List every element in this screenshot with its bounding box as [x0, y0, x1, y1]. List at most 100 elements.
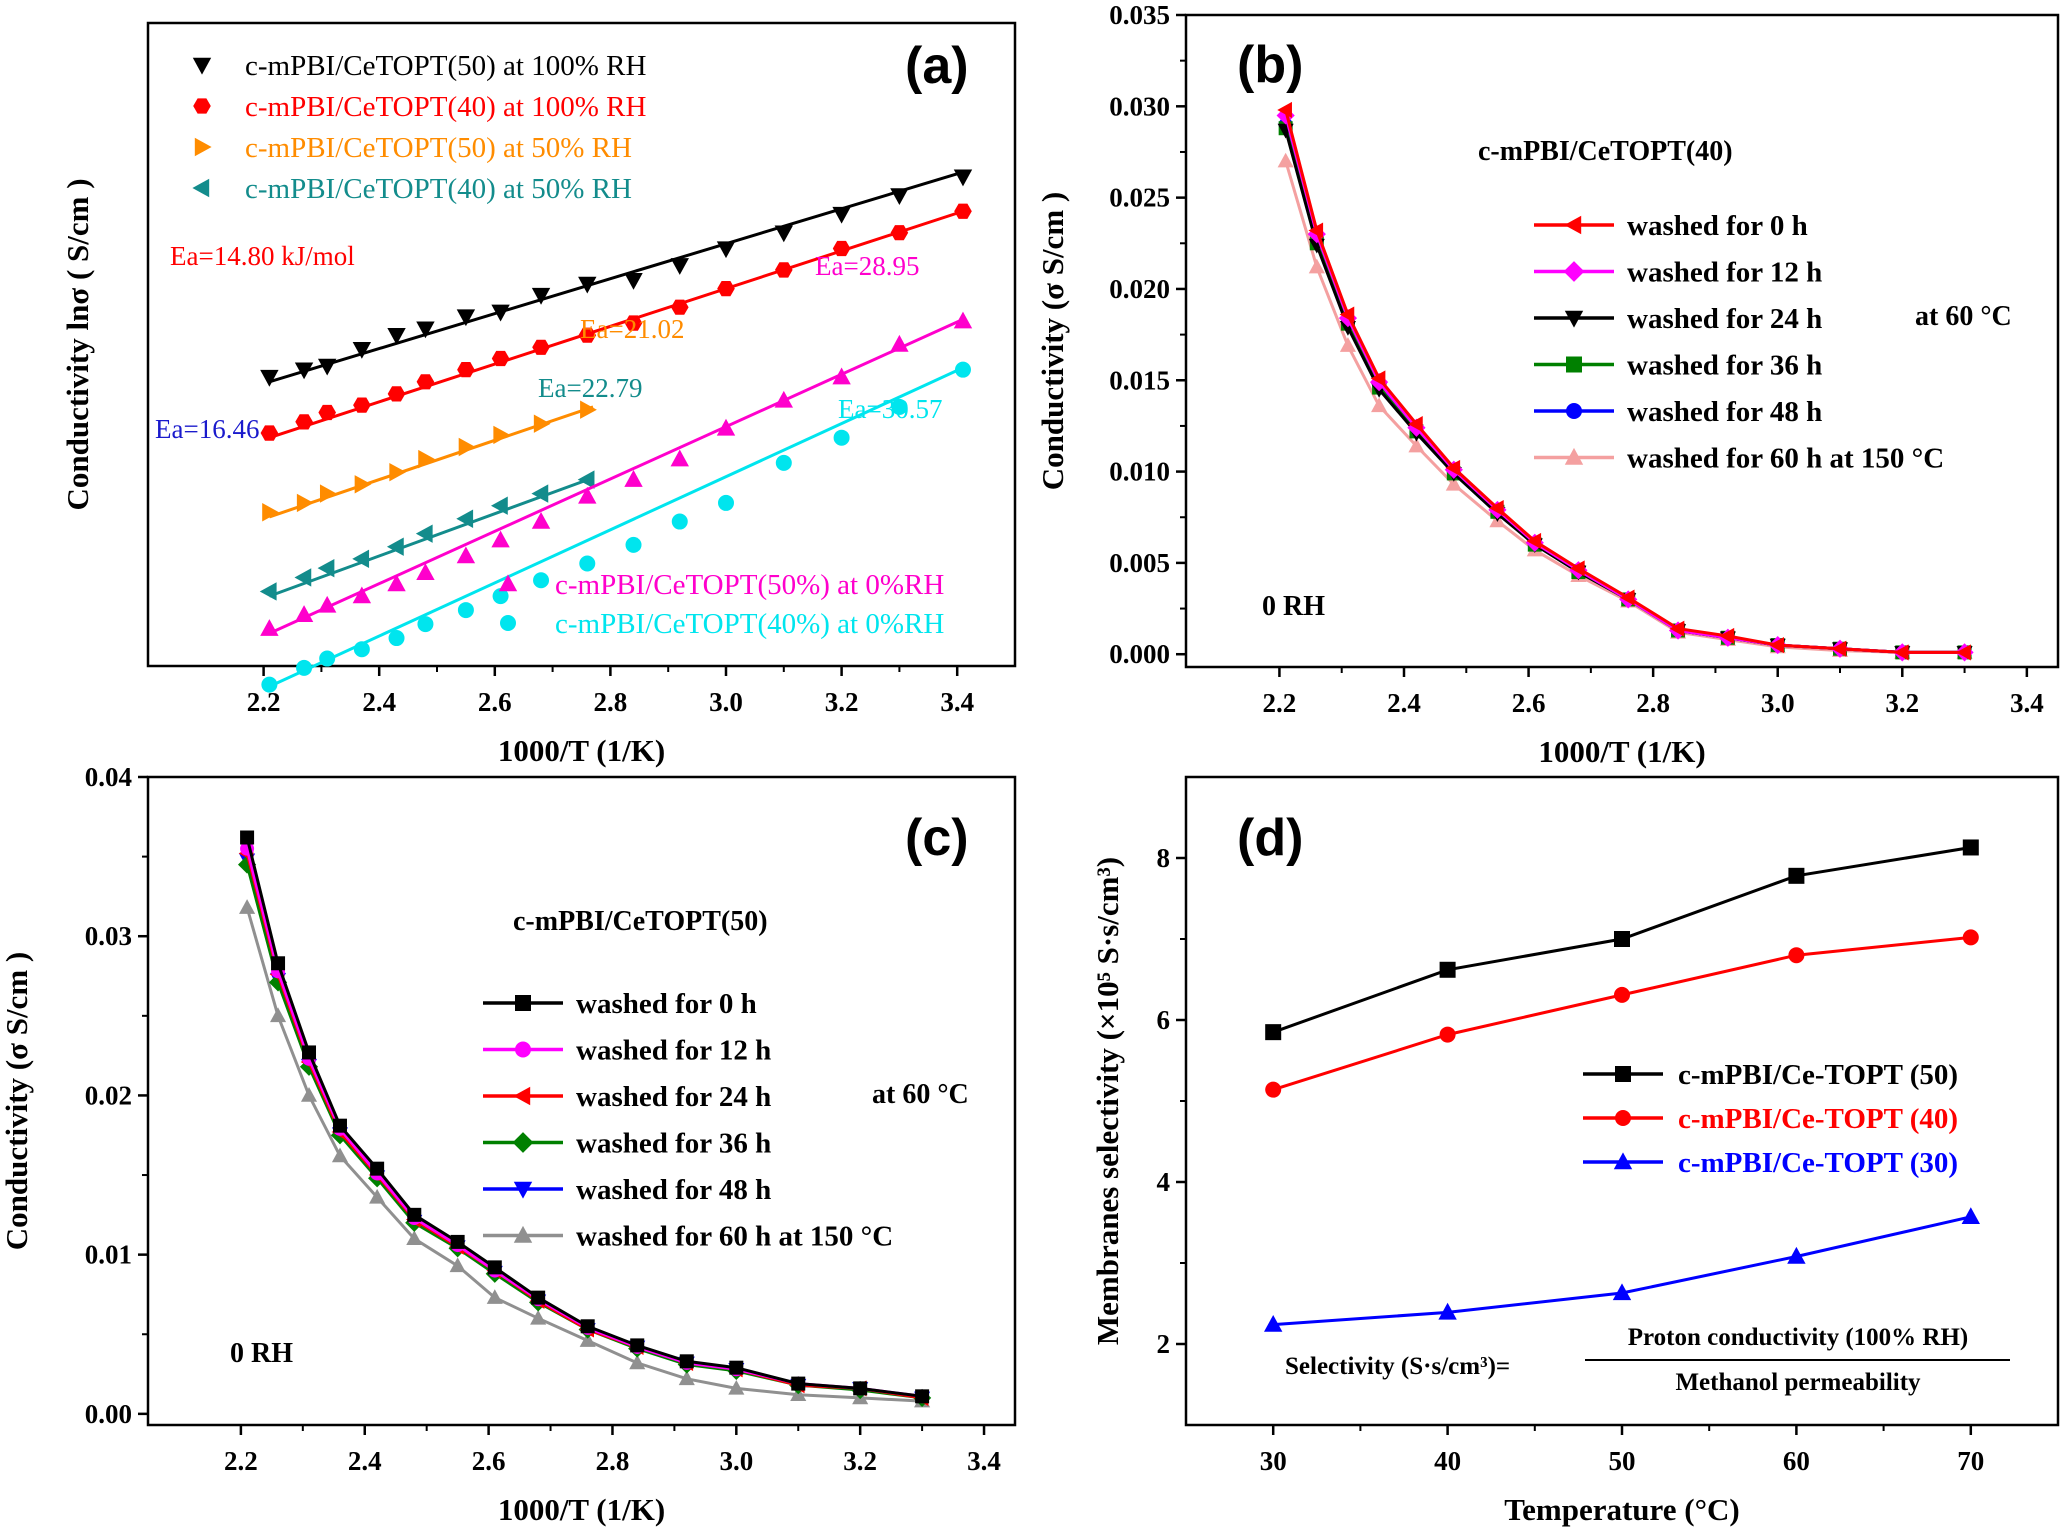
- legend-marker: [512, 1132, 534, 1153]
- data-point: [716, 241, 736, 259]
- legend-bottom: c-mPBI/CeTOPT(50%) at 0%RH c-mPBI/CeTOPT(…: [498, 569, 944, 640]
- x-tick-label: 3.4: [967, 1446, 1001, 1476]
- data-point: [260, 425, 279, 441]
- x-tick-label: 2.8: [596, 1446, 630, 1476]
- y-axis-label: Conductivity (σ S/cm ): [1035, 192, 1070, 490]
- data-point: [449, 1257, 466, 1273]
- data-point: [456, 546, 476, 564]
- y-tick-label: 0.02: [85, 1080, 132, 1110]
- x-tick-label: 50: [1609, 1446, 1636, 1476]
- data-point: [1445, 459, 1461, 476]
- data-point: [294, 362, 314, 380]
- data-point: [853, 1381, 868, 1396]
- series: [1277, 123, 1973, 661]
- data-point: [317, 358, 337, 376]
- data-point: [625, 536, 642, 553]
- legend-marker: [500, 615, 516, 631]
- data-point: [832, 367, 851, 385]
- series-line: [245, 837, 923, 1398]
- data-point: [491, 350, 510, 367]
- data-point: [1619, 589, 1635, 606]
- data-point: [1439, 961, 1456, 978]
- data-point: [332, 1118, 347, 1133]
- data-point: [493, 425, 511, 445]
- formula-lhs: Selectivity (S·s/cm³)=: [1285, 1353, 1510, 1380]
- y-tick-label: 0.04: [85, 762, 132, 792]
- panel-a: 2.2 2.4 2.6 2.8 3.0 3.2 3.4 1000/T (1/K) Conduct…: [60, 21, 1017, 768]
- data-point: [1370, 370, 1386, 387]
- legend-marker: [193, 98, 211, 114]
- series: [260, 169, 973, 387]
- legend-label: washed for 12 h: [576, 1035, 771, 1067]
- data-point: [775, 262, 793, 278]
- data-point: [954, 203, 972, 219]
- data-point: [1277, 152, 1294, 168]
- panel-d: 30 40 50 60 70 2 4 6 8 Temperature (°C) Membranes …: [1090, 775, 2060, 1527]
- data-point: [299, 1057, 319, 1076]
- data-point: [1893, 644, 1909, 661]
- data-point: [1371, 397, 1388, 413]
- series-line: [1284, 109, 1965, 654]
- x-axis-label: 1000/T (1/K): [498, 733, 665, 768]
- legend-label: c-mPBI/Ce-TOPT (40): [1678, 1103, 1958, 1135]
- data-point: [774, 390, 793, 408]
- legend-label: washed for 60 h at 150 °C: [1627, 443, 1944, 475]
- temperature-note: at 60 °C: [1915, 301, 2012, 332]
- data-point: [354, 475, 372, 494]
- data-point: [717, 281, 735, 297]
- legend-marker: [1613, 1152, 1633, 1170]
- data-point: [1719, 627, 1735, 645]
- data-point: [1570, 560, 1585, 577]
- data-point: [296, 659, 313, 676]
- legend-marker: [513, 1225, 533, 1243]
- data-point: [237, 855, 257, 874]
- y-tick-label: 0.00: [85, 1399, 132, 1429]
- data-point: [1669, 620, 1685, 637]
- legend-label: washed for 24 h: [1627, 303, 1822, 335]
- ea-annotation: Ea=22.79: [538, 373, 642, 403]
- x-tick-label: 2.2: [247, 687, 281, 717]
- data-point: [388, 630, 405, 647]
- y-tick-label: 0.010: [1109, 457, 1170, 487]
- data-point: [679, 1354, 694, 1369]
- data-point: [678, 1370, 695, 1386]
- ea-annotation: Ea=16.46: [155, 414, 259, 444]
- x-tick-label: 3.2: [1885, 688, 1919, 718]
- panel-c: 2.2 2.4 2.6 2.8 3.0 3.2 3.4 0.00 0.01 0.02 0.03 0.0…: [0, 762, 1017, 1527]
- legend-label: c-mPBI/CeTOPT(40%) at 0%RH: [555, 608, 944, 640]
- ea-annotation: Ea=14.80 kJ/mol: [170, 241, 355, 271]
- fit-line: [268, 366, 964, 688]
- x-tick-label: 3.4: [940, 687, 974, 717]
- legend-label: washed for 48 h: [576, 1174, 771, 1206]
- data-point: [1962, 839, 1979, 856]
- x-tick-label: 3.2: [825, 687, 859, 717]
- data-point: [953, 311, 973, 329]
- data-point: [353, 641, 370, 658]
- data-point: [319, 484, 337, 503]
- data-point: [239, 899, 256, 914]
- x-tick-label: 2.8: [594, 687, 628, 717]
- data-point: [890, 225, 909, 241]
- data-point: [416, 563, 435, 581]
- series: [260, 311, 973, 636]
- x-tick-label: 2.4: [362, 687, 396, 717]
- y-axis-label: Conductivity (σ S/cm ): [0, 952, 34, 1250]
- legend-label: washed for 0 h: [576, 988, 757, 1020]
- data-point: [833, 429, 850, 446]
- data-point: [387, 327, 406, 345]
- y-tick-label: 0.030: [1109, 91, 1170, 121]
- data-point: [1956, 644, 1971, 661]
- data-point: [953, 169, 973, 187]
- series-line: [1284, 160, 1965, 654]
- data-point: [1962, 929, 1979, 946]
- data-point: [891, 398, 908, 415]
- x-tick-label: 3.2: [843, 1446, 877, 1476]
- data-point: [580, 1319, 595, 1334]
- data-point: [832, 240, 851, 257]
- y-tick-label: 6: [1157, 1005, 1171, 1035]
- legend-marker: [1563, 261, 1585, 282]
- legend-marker: [1564, 310, 1584, 328]
- x-tick-label: 40: [1434, 1446, 1461, 1476]
- y-tick-label: 8: [1157, 843, 1171, 873]
- y-tick-label: 0.015: [1109, 365, 1170, 395]
